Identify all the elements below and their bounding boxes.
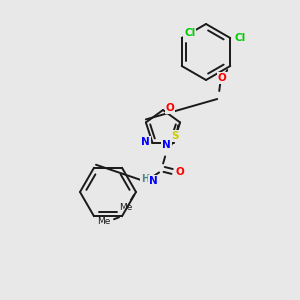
Text: O: O xyxy=(218,73,226,83)
Text: Me: Me xyxy=(97,217,111,226)
Text: Me: Me xyxy=(119,203,133,212)
Text: Cl: Cl xyxy=(235,33,246,43)
Text: O: O xyxy=(176,167,184,177)
Text: S: S xyxy=(171,131,179,141)
Text: Cl: Cl xyxy=(184,28,195,38)
Text: N: N xyxy=(162,140,171,150)
Text: H: H xyxy=(141,174,149,184)
Text: O: O xyxy=(166,103,174,113)
Text: N: N xyxy=(149,176,158,186)
Text: N: N xyxy=(141,136,150,147)
